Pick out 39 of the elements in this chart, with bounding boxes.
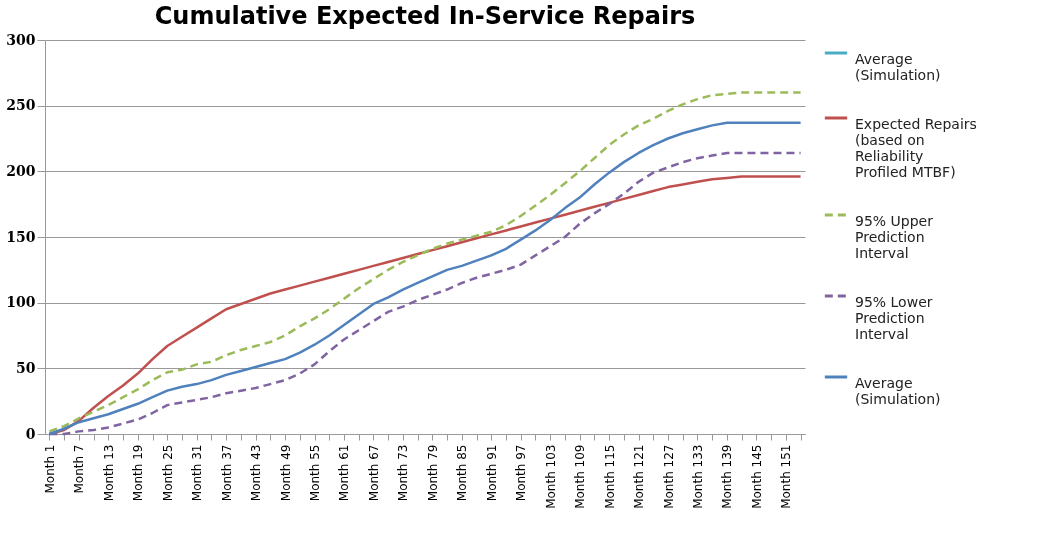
x-tick-label: Month 109: [573, 444, 588, 509]
x-tick-label: Month 31: [190, 444, 205, 502]
y-tick-label: 0: [25, 425, 36, 442]
y-tick-label: 200: [6, 162, 36, 179]
x-tick-label: Month 85: [455, 444, 470, 502]
chart-title: Cumulative Expected In-Service Repairs: [154, 2, 696, 30]
x-tick-label: Month 79: [425, 444, 440, 502]
x-tick-label: Month 103: [543, 444, 558, 509]
legend-label: Expected Repairs (based on Reliability Profiled MTBF): [855, 116, 977, 180]
x-tick-label: Month 37: [219, 444, 234, 502]
y-tick-label: 100: [6, 294, 36, 311]
x-tick-label: Month 55: [308, 444, 323, 502]
x-tick-label: Month 25: [160, 444, 175, 502]
x-tick-label: Month 133: [690, 444, 705, 509]
y-tick-label: 250: [6, 97, 36, 114]
legend-label: Average (Simulation): [855, 375, 941, 407]
x-tick-label: Month 91: [484, 444, 499, 502]
x-tick-label: Month 61: [337, 444, 352, 502]
y-tick-label: 300: [6, 31, 36, 48]
x-tick-label: Month 73: [396, 444, 411, 502]
x-tick-label: Month 121: [632, 444, 647, 509]
x-tick-label: Month 127: [661, 444, 676, 509]
x-tick-label: Month 145: [749, 444, 764, 509]
x-tick-label: Month 19: [131, 444, 146, 502]
x-tick-label: Month 13: [101, 444, 116, 502]
x-tick-label: Month 1: [42, 444, 57, 494]
x-tick-label: Month 115: [602, 444, 617, 509]
x-tick-label: Month 97: [514, 444, 529, 502]
x-tick-label: Month 139: [720, 444, 735, 509]
legend-label: 95% Lower Prediction Interval: [855, 294, 933, 342]
x-tick-label: Month 7: [72, 444, 87, 494]
x-tick-label: Month 43: [249, 444, 264, 502]
x-tick-label: Month 151: [779, 444, 794, 509]
y-tick-label: 150: [6, 228, 36, 245]
x-tick-label: Month 49: [278, 444, 293, 502]
y-tick-label: 50: [16, 359, 36, 376]
legend-label: 95% Upper Prediction Interval: [855, 213, 934, 261]
legend-label: Average (Simulation): [855, 51, 941, 83]
x-tick-label: Month 67: [366, 444, 381, 502]
